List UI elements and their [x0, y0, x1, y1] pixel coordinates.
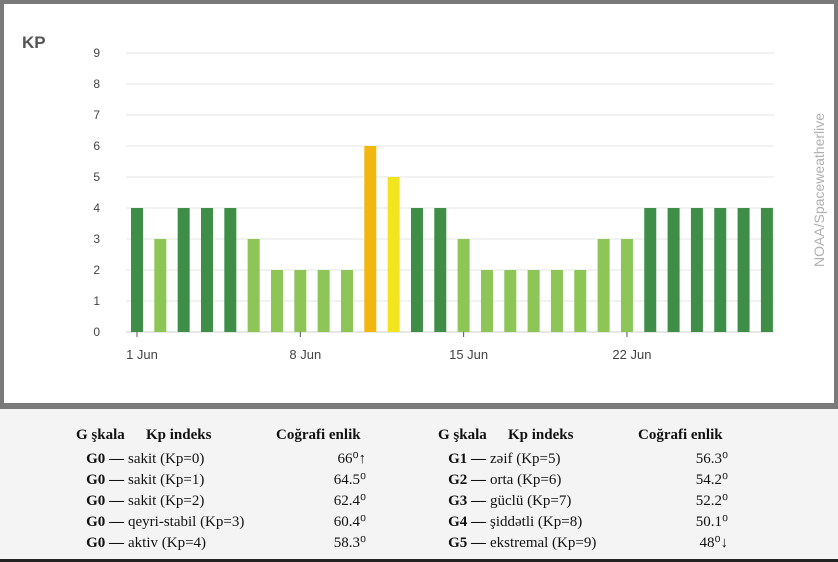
y-tick-label: 6 — [93, 139, 100, 153]
table-row: G0 — sakit (Kp=2) 62.4⁰ — [76, 491, 386, 512]
kp-bar — [177, 208, 190, 332]
kp-index-cell: sakit (Kp=1) — [128, 472, 205, 488]
g-scale-cell: G0 — — [86, 472, 124, 488]
kp-bar — [364, 146, 377, 332]
g-scale-cell: G0 — — [86, 514, 124, 530]
x-tick-label: 15 Jun — [449, 347, 488, 362]
source-watermark: NOAA/Spaceweatherlive — [811, 113, 827, 267]
y-tick-label: 4 — [93, 201, 100, 215]
kp-bar — [270, 270, 283, 332]
latitude-cell: 56.3⁰ — [695, 451, 728, 467]
g-scale-cell: G2 — — [448, 472, 486, 488]
kp-bar — [434, 208, 447, 332]
table-row: G1 — zəif (Kp=5) 56.3⁰ — [438, 449, 748, 470]
kp-bar — [457, 239, 470, 332]
kp-bar — [644, 208, 657, 332]
kp-bar — [574, 270, 587, 332]
kp-bar — [224, 208, 237, 332]
y-tick-label: 2 — [93, 263, 100, 277]
y-tick-label: 7 — [93, 108, 100, 122]
kp-index-cell: ekstremal (Kp=9) — [490, 535, 597, 551]
kp-bar — [714, 208, 727, 332]
g-scale-cell: G5 — — [448, 535, 486, 551]
kp-bar — [690, 208, 703, 332]
x-tick-label: 22 Jun — [612, 347, 651, 362]
latitude-cell: 60.4⁰ — [333, 514, 366, 530]
x-tick-label: 1 Jun — [126, 347, 158, 362]
header-latitude: Coğrafi enlik — [276, 427, 361, 443]
kp-bar — [550, 270, 563, 332]
kp-bar — [294, 270, 307, 332]
kp-bar — [200, 208, 213, 332]
kp-chart-panel: KP 0 1 2 3 4 5 6 7 8 9 1 Jun 8 Jun 15 Jun 22 Jun NOA… — [4, 4, 834, 403]
x-tick-label: 8 Jun — [289, 347, 321, 362]
table-right-column: G şkala Kp indeks Coğrafi enlik G1 — zəif (… — [438, 427, 748, 554]
kp-bar — [597, 239, 610, 332]
table-row: G5 — ekstremal (Kp=9) 48⁰↓ — [438, 533, 748, 554]
g-scale-cell: G3 — — [448, 493, 486, 509]
kp-index-cell: zəif (Kp=5) — [490, 451, 561, 467]
header-kp-index: Kp indeks — [146, 427, 212, 443]
kp-index-cell: sakit (Kp=2) — [128, 493, 205, 509]
kp-index-cell: şiddətli (Kp=8) — [490, 514, 583, 530]
y-tick-label: 1 — [93, 294, 100, 308]
table-header-row: G şkala Kp indeks Coğrafi enlik — [76, 427, 386, 449]
y-tick-label: 5 — [93, 170, 100, 184]
kp-bar — [317, 270, 330, 332]
header-latitude: Coğrafi enlik — [638, 427, 723, 443]
g-scale-cell: G0 — — [86, 535, 124, 551]
kp-bar — [527, 270, 540, 332]
g-scale-cell: G1 — — [448, 451, 486, 467]
kp-bar — [667, 208, 680, 332]
kp-bar — [760, 208, 773, 332]
table-row: G0 — qeyri-stabil (Kp=3) 60.4⁰ — [76, 512, 386, 533]
kp-bar — [620, 239, 633, 332]
latitude-cell: 48⁰↓ — [699, 535, 728, 551]
kp-bar-chart: KP 0 1 2 3 4 5 6 7 8 9 1 Jun 8 Jun 15 Jun 22 Jun NOA… — [22, 33, 827, 362]
y-tick-label: 8 — [93, 77, 100, 91]
latitude-cell: 52.2⁰ — [695, 493, 728, 509]
kp-bar — [504, 270, 517, 332]
kp-bar — [737, 208, 750, 332]
g-scale-table: G şkala Kp indeks Coğrafi enlik G0 — sakit … — [0, 409, 838, 559]
latitude-cell: 54.2⁰ — [695, 472, 728, 488]
y-tick-label: 3 — [93, 232, 100, 246]
header-kp-index: Kp indeks — [508, 427, 574, 443]
kp-index-cell: orta (Kp=6) — [490, 472, 562, 488]
kp-bar — [410, 208, 423, 332]
chart-title: KP — [22, 33, 46, 52]
table-row: G0 — sakit (Kp=1) 64.5⁰ — [76, 470, 386, 491]
kp-bar — [480, 270, 493, 332]
kp-index-cell: aktiv (Kp=4) — [128, 535, 207, 551]
latitude-cell: 50.1⁰ — [695, 514, 728, 530]
latitude-cell: 64.5⁰ — [333, 472, 366, 488]
kp-bar — [340, 270, 353, 332]
kp-bar — [154, 239, 167, 332]
kp-bar — [131, 208, 143, 332]
bottom-border — [0, 559, 838, 562]
header-g-scale: G şkala — [438, 427, 487, 443]
table-row: G3 — güclü (Kp=7) 52.2⁰ — [438, 491, 748, 512]
table-row: G0 — aktiv (Kp=4) 58.3⁰ — [76, 533, 386, 554]
kp-bar — [247, 239, 260, 332]
g-scale-cell: G0 — — [86, 451, 124, 467]
kp-index-cell: qeyri-stabil (Kp=3) — [128, 514, 245, 530]
g-scale-cell: G0 — — [86, 493, 124, 509]
kp-index-cell: sakit (Kp=0) — [128, 451, 205, 467]
header-g-scale: G şkala — [76, 427, 125, 443]
table-row: G2 — orta (Kp=6) 54.2⁰ — [438, 470, 748, 491]
y-tick-label: 0 — [93, 325, 100, 339]
g-scale-cell: G4 — — [448, 514, 486, 530]
table-header-row: G şkala Kp indeks Coğrafi enlik — [438, 427, 748, 449]
table-row: G4 — şiddətli (Kp=8) 50.1⁰ — [438, 512, 748, 533]
latitude-cell: 66⁰↑ — [337, 451, 366, 467]
table-left-column: G şkala Kp indeks Coğrafi enlik G0 — sakit … — [76, 427, 386, 554]
y-tick-label: 9 — [93, 46, 100, 60]
kp-bar — [387, 177, 400, 332]
latitude-cell: 62.4⁰ — [333, 493, 366, 509]
latitude-cell: 58.3⁰ — [333, 535, 366, 551]
kp-index-cell: güclü (Kp=7) — [490, 493, 572, 509]
table-row: G0 — sakit (Kp=0) 66⁰↑ — [76, 449, 386, 470]
